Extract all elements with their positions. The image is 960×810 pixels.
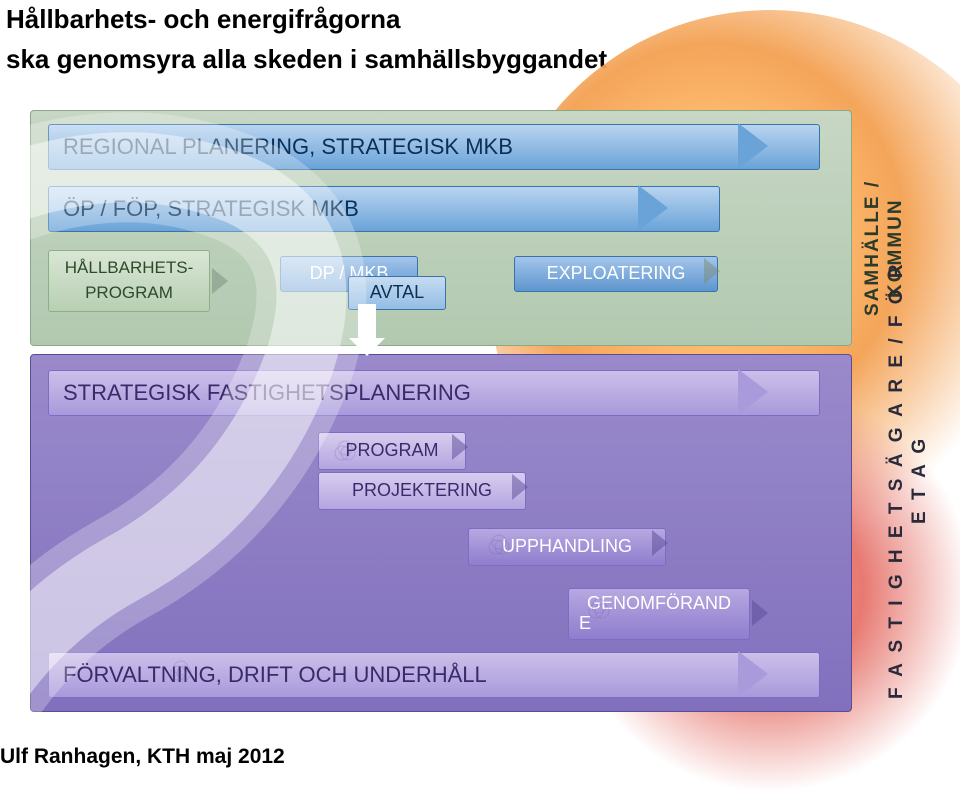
diagram-stage: REGIONAL PLANERING, STRATEGISK MKB ÖP / … [30,110,930,720]
box-upphandling-label: UPPHANDLING [502,537,632,557]
footer-credit: Ulf Ranhagen, KTH maj 2012 [0,745,285,769]
vlabel-bot: F A S T I G H E T S Ä G A R E / F Ö R E … [886,250,932,710]
chev-upphandling-icon [652,530,668,556]
box-projektering: PROJEKTERING [318,472,526,510]
box-hallbarhet-l1: HÅLLBARHETS- [65,259,193,278]
page-title-line2: ska genomsyra alla skeden i samhällsbygg… [6,44,607,75]
page-title-line1: Hållbarhets- och energifrågorna [6,4,400,35]
band-regional: REGIONAL PLANERING, STRATEGISK MKB [48,124,820,170]
band-fastighet: STRATEGISK FASTIGHETSPLANERING [48,370,820,416]
chev-program-icon [452,434,468,460]
box-hallbarhet-l2: PROGRAM [85,284,173,303]
box-hallbarhet: HÅLLBARHETS- PROGRAM [48,250,210,312]
band-forvaltning-arrow-icon [738,651,768,697]
box-exploatering-label: EXPLOATERING [547,264,686,284]
band-fastighet-label: STRATEGISK FASTIGHETSPLANERING [63,380,471,406]
band-regional-label: REGIONAL PLANERING, STRATEGISK MKB [63,134,513,160]
band-fastighet-arrow-icon [738,369,768,415]
venn-icon-1 [332,440,358,466]
band-op-arrow-icon [638,185,668,231]
down-arrow-head-icon [349,338,385,356]
chev-exploatering-icon [704,258,720,284]
chev-genomforand-icon [752,600,768,626]
venn-icon-2 [486,534,512,560]
venn-icon-3 [586,598,612,624]
chev-projektering-icon [512,474,528,500]
band-op-label: ÖP / FÖP, STRATEGISK MKB [63,196,359,222]
band-forvaltning: FÖRVALTNING, DRIFT OCH UNDERHÅLL [48,652,820,698]
down-arrow-stem-icon [358,304,376,340]
band-forvaltning-label: FÖRVALTNING, DRIFT OCH UNDERHÅLL [63,662,487,688]
venn-icon-4 [168,660,194,686]
band-regional-arrow-icon [738,123,768,169]
band-op: ÖP / FÖP, STRATEGISK MKB [48,186,720,232]
box-program-label: PROGRAM [345,441,438,461]
chev-hallbarhet-icon [212,268,228,294]
box-avtal-label: AVTAL [370,283,424,303]
box-exploatering: EXPLOATERING [514,256,718,292]
box-projektering-label: PROJEKTERING [352,481,492,501]
